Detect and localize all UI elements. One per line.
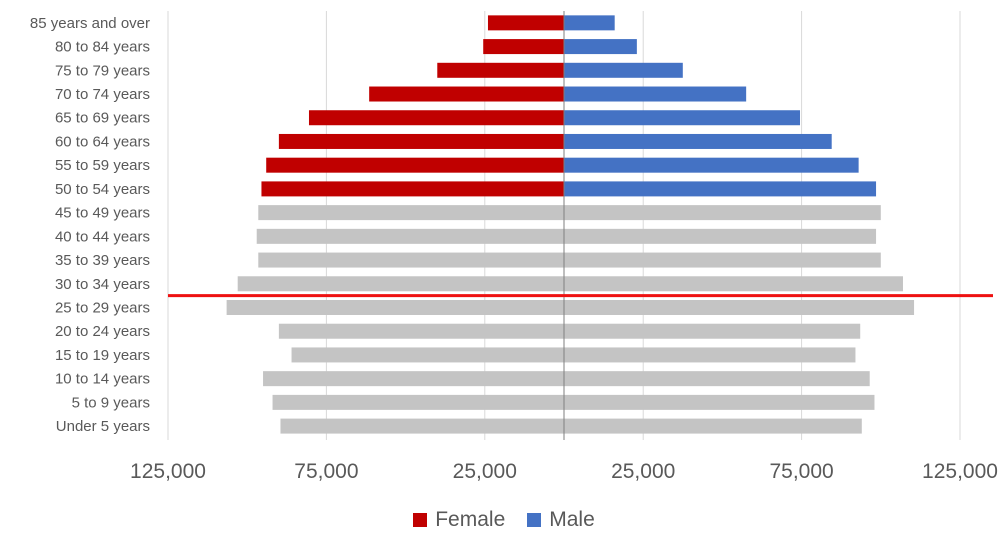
category-label-13: 20 to 24 years: [55, 323, 150, 340]
bar-female-10: [258, 252, 564, 268]
category-label-7: 50 to 54 years: [55, 181, 150, 198]
bar-female-0: [487, 15, 564, 31]
bar-male-16: [564, 394, 875, 410]
bar-male-1: [564, 39, 637, 55]
bar-female-16: [272, 394, 564, 410]
bar-male-13: [564, 323, 861, 339]
category-label-9: 40 to 44 years: [55, 228, 150, 245]
bar-male-17: [564, 418, 862, 434]
legend-swatch-male: [527, 513, 542, 527]
bar-male-9: [564, 228, 877, 244]
x-tick-label-4: 75,000: [769, 460, 833, 483]
bar-female-3: [369, 86, 564, 102]
bar-male-0: [564, 15, 615, 31]
category-label-2: 75 to 79 years: [55, 62, 150, 79]
category-label-8: 45 to 49 years: [55, 205, 150, 222]
legend-swatch-female: [413, 513, 428, 527]
bar-female-5: [278, 133, 564, 149]
category-label-6: 55 to 59 years: [55, 157, 150, 174]
category-label-5: 60 to 64 years: [55, 133, 150, 150]
bar-female-13: [278, 323, 564, 339]
category-label-12: 25 to 29 years: [55, 300, 150, 317]
x-tick-label-5: 125,000: [922, 460, 998, 483]
category-label-11: 30 to 34 years: [55, 276, 150, 293]
bar-male-12: [564, 300, 915, 315]
bar-male-7: [564, 181, 877, 197]
bar-male-8: [564, 205, 881, 221]
category-label-15: 10 to 14 years: [55, 371, 150, 388]
bar-male-2: [564, 62, 683, 78]
bar-male-6: [564, 157, 859, 173]
category-label-14: 15 to 19 years: [55, 347, 150, 364]
chart-legend: Female Male: [0, 508, 1008, 532]
x-tick-label-2: 25,000: [453, 460, 517, 483]
bar-female-6: [266, 157, 564, 173]
bar-male-3: [564, 86, 747, 102]
bar-male-10: [564, 252, 881, 268]
category-label-10: 35 to 39 years: [55, 252, 150, 269]
bar-female-14: [291, 347, 564, 363]
x-tick-label-0: 125,000: [130, 460, 206, 483]
legend-label-female: Female: [435, 508, 506, 531]
x-tick-label-3: 25,000: [611, 460, 675, 483]
legend-item-male: Male: [527, 508, 595, 532]
x-tick-label-1: 75,000: [294, 460, 358, 483]
bar-female-9: [256, 228, 564, 244]
bar-male-15: [564, 371, 870, 387]
bar-female-2: [437, 62, 564, 78]
bar-female-15: [263, 371, 564, 387]
bar-female-11: [237, 276, 565, 292]
bar-female-4: [308, 110, 564, 126]
bar-male-11: [564, 276, 903, 292]
category-label-1: 80 to 84 years: [55, 39, 150, 56]
bar-female-8: [258, 205, 564, 221]
bar-female-7: [261, 181, 564, 197]
legend-label-male: Male: [549, 508, 595, 531]
population-pyramid-chart: 85 years and over 80 to 84 years 75 to 79 …: [30, 11, 998, 483]
bar-female-1: [483, 39, 564, 55]
bar-female-12: [226, 300, 564, 315]
bar-male-5: [564, 133, 832, 149]
category-label-16: 5 to 9 years: [72, 394, 150, 411]
category-label-17: Under 5 years: [56, 418, 150, 435]
bar-male-14: [564, 347, 856, 363]
category-label-0: 85 years and over: [30, 15, 150, 32]
category-label-4: 65 to 69 years: [55, 110, 150, 127]
category-label-3: 70 to 74 years: [55, 86, 150, 103]
legend-item-female: Female: [413, 508, 505, 532]
bar-male-4: [564, 110, 801, 126]
bar-female-17: [280, 418, 564, 434]
